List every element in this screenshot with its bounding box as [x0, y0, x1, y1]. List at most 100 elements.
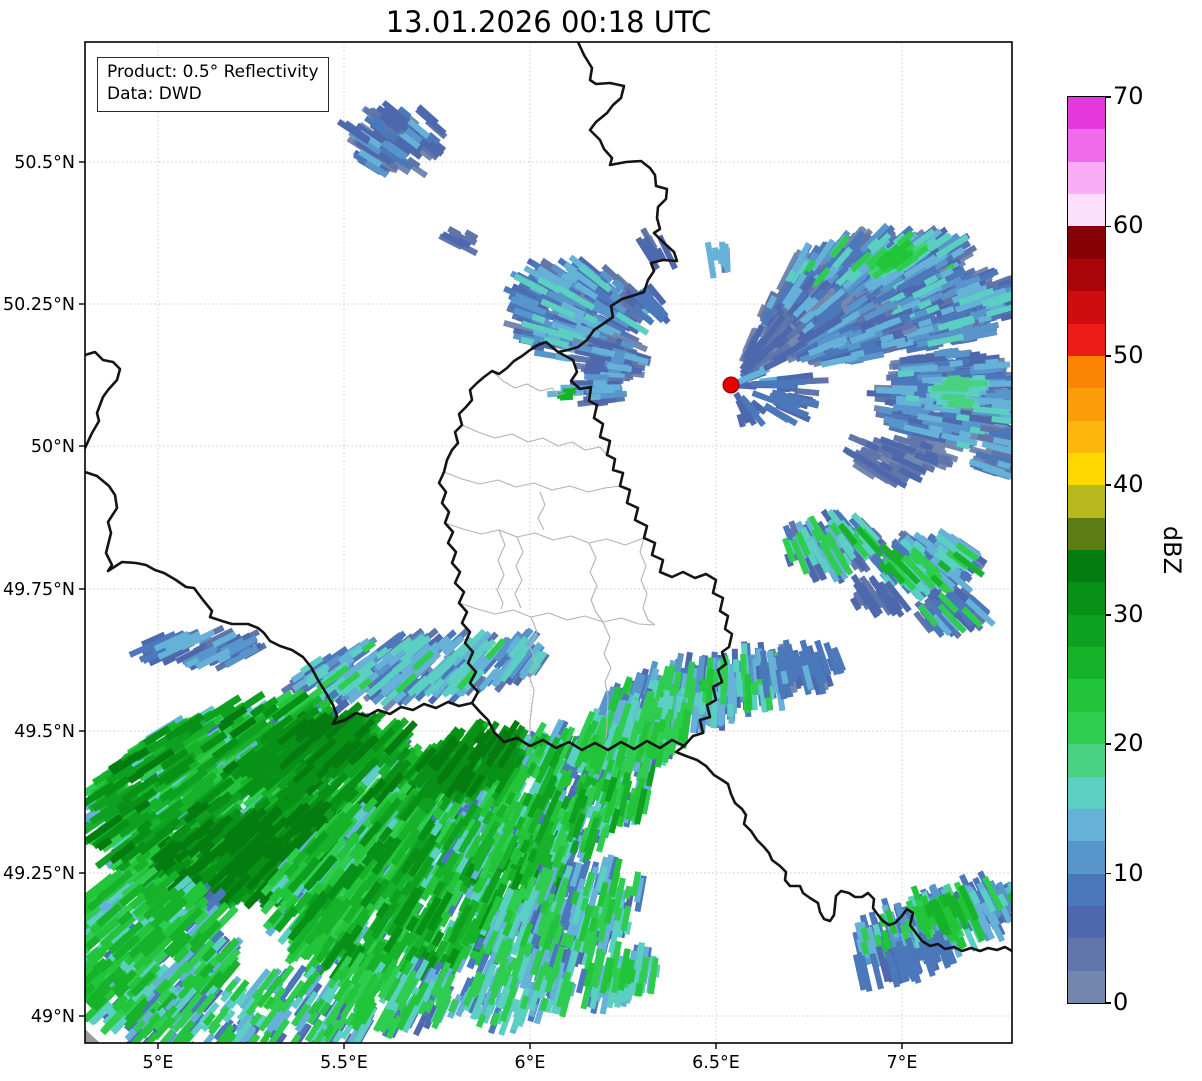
radar-echo-bins — [878, 543, 985, 588]
radar-echo-bins — [587, 380, 621, 401]
admin1-border-line — [528, 616, 538, 740]
radar-echo-bins — [124, 957, 463, 1043]
radar-echo-region — [474, 854, 647, 988]
radar-echo-bins — [762, 275, 846, 348]
radar-echo-bins — [631, 285, 669, 326]
radar-echo-region — [912, 881, 981, 943]
y-tick-label: 50.5°N — [14, 153, 75, 173]
radar-echo-bins — [372, 115, 387, 128]
y-tick-label: 49.75°N — [3, 580, 75, 600]
x-tick-label: 5°E — [143, 1053, 174, 1073]
colorbar-tick-label: 70 — [1113, 81, 1144, 110]
colorbar-step — [1068, 614, 1105, 648]
colorbar-step — [1068, 355, 1105, 389]
colorbar-tick-mark — [1105, 355, 1111, 357]
radar-echo-region — [85, 866, 244, 1036]
radar-echo-bins — [276, 711, 380, 784]
colorbar-step — [1068, 679, 1105, 712]
radar-echo-bins — [923, 885, 979, 936]
x-tick-label: 6°E — [515, 1053, 546, 1073]
y-tick-label: 49°N — [31, 1007, 75, 1027]
radar-echo-region — [619, 282, 671, 326]
radar-echo-bins — [879, 347, 1012, 446]
radar-echo-bins — [862, 274, 1012, 348]
admin1-border-line — [444, 522, 645, 546]
radar-echo-bins — [441, 231, 471, 249]
radar-echo-bins — [274, 783, 550, 980]
colorbar-tick-mark — [1105, 743, 1111, 745]
radar-echo-bins — [85, 869, 241, 1035]
colorbar-step — [1068, 97, 1105, 130]
radar-echo-bins — [591, 346, 649, 380]
radar-echo-bins — [556, 388, 576, 401]
radar-echo-bins — [784, 508, 885, 574]
admin1-border-line — [461, 424, 608, 456]
admin1-border-line — [443, 471, 621, 493]
radar-echo-bins — [85, 705, 433, 897]
radar-echo-region — [570, 373, 627, 407]
country-border-line — [85, 350, 122, 450]
colorbar — [1067, 96, 1106, 1004]
country-borders — [85, 42, 1012, 953]
radar-echo-bins — [481, 857, 623, 983]
radar-echo-bins — [463, 950, 579, 1036]
colorbar-step — [1068, 647, 1105, 680]
colorbar-step — [1068, 129, 1105, 162]
radar-echo-region — [336, 119, 371, 145]
radar-echo-bins — [838, 522, 884, 558]
radar-echo-region — [122, 951, 474, 1043]
radar-echo-bins — [865, 267, 1012, 351]
radar-echo-region — [570, 332, 652, 382]
colorbar-tick-mark — [1105, 613, 1111, 616]
radar-echo-bins — [348, 105, 423, 178]
colorbar-step — [1068, 776, 1105, 809]
radar-echo-bins — [788, 294, 899, 365]
plot-area-clip — [85, 42, 1012, 1043]
radar-echoes — [85, 100, 1012, 1043]
radar-echo-bins — [574, 709, 692, 776]
radar-site-marker — [722, 376, 740, 394]
radar-echo-bins — [133, 951, 459, 1043]
x-tick-label: 5.5°E — [320, 1053, 368, 1073]
colorbar-step — [1068, 808, 1105, 842]
radar-echo-bins — [875, 238, 914, 273]
country-border-line — [556, 42, 679, 354]
colorbar-step — [1068, 711, 1105, 745]
radar-echo-bins — [414, 719, 521, 799]
colorbar-step — [1068, 194, 1105, 227]
radar-echo-region — [128, 624, 267, 672]
colorbar-tick-label: 30 — [1113, 599, 1144, 628]
colorbar-tick-label: 10 — [1113, 858, 1144, 887]
colorbar-tick-label: 50 — [1113, 340, 1144, 369]
radar-echo-region — [562, 687, 692, 780]
radar-echo-region — [363, 105, 409, 136]
radar-echo-region — [750, 372, 829, 427]
radar-echo-region — [635, 227, 678, 271]
radar-echo-bins — [358, 118, 431, 168]
radar-echo-bins — [932, 375, 988, 409]
plot-frame — [84, 41, 1013, 1044]
radar-echo-region — [704, 241, 731, 279]
data-source-line: Data: DWD — [107, 84, 202, 105]
colorbar-step — [1068, 873, 1105, 906]
radar-echo-bins — [352, 106, 441, 177]
colorbar-step — [1068, 517, 1105, 551]
colorbar-step — [1068, 744, 1105, 777]
y-tick-label: 50.25°N — [3, 295, 75, 315]
radar-echo-bins — [316, 638, 506, 694]
radar-echo-region — [738, 313, 808, 376]
colorbar-tick-label: 60 — [1113, 211, 1144, 240]
radar-echo-bins — [860, 875, 1004, 960]
radar-echo-region — [547, 384, 584, 401]
radar-echo-region — [239, 709, 382, 792]
colorbar-tick-mark — [1105, 225, 1111, 228]
admin1-borders — [443, 370, 656, 740]
colorbar-step — [1068, 420, 1105, 453]
radar-echo-region — [782, 508, 890, 585]
radar-echo-bins — [704, 241, 731, 279]
y-tick-label: 50°N — [31, 437, 75, 457]
axis-ticks — [79, 161, 903, 1049]
admin1-border-line — [588, 542, 604, 623]
radar-echo-region — [403, 718, 529, 805]
radar-echo-bins — [917, 597, 996, 637]
